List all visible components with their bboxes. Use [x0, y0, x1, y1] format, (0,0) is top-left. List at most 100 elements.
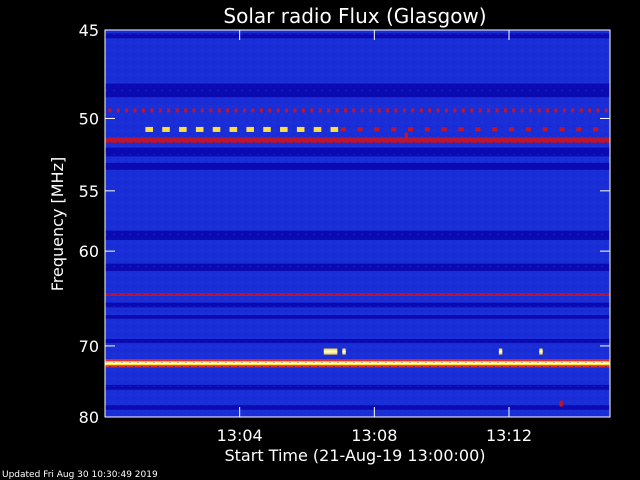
plot-area: [104, 29, 611, 418]
pulse-0-12: [209, 108, 213, 113]
noise-texture: [105, 30, 610, 417]
pulse-0-55: [571, 108, 575, 113]
burst-5: [404, 132, 408, 139]
pulse-0-28: [344, 108, 347, 113]
pulse-1-0: [145, 126, 153, 132]
pulse-0-13: [217, 108, 221, 113]
pulse-0-37: [419, 108, 423, 113]
pulse-0-21: [285, 108, 289, 113]
pulse-1-7: [263, 126, 271, 132]
pulse-0-54: [562, 108, 566, 113]
pulse-0-38: [428, 108, 432, 113]
x-tick-label-8: 13:08: [351, 426, 397, 445]
pulse-0-36: [411, 108, 415, 113]
pulse-0-29: [352, 108, 356, 113]
y-tick-label-60: 60: [79, 242, 99, 261]
pulse-0-16: [243, 108, 246, 113]
pulse-0-1: [116, 108, 120, 113]
pulse-1-6: [246, 126, 254, 132]
pulse-0-46: [495, 108, 499, 113]
y-axis-label: Frequency [MHz]: [48, 157, 67, 291]
pulse-0-51: [537, 108, 541, 113]
pulse-0-0: [108, 108, 112, 113]
burst-4: [559, 400, 563, 407]
pulse-0-23: [301, 108, 305, 113]
pulse-0-42: [461, 108, 465, 113]
pulse-2-11: [525, 127, 531, 132]
pulse-0-33: [386, 108, 390, 113]
pulse-1-3: [195, 126, 204, 132]
pulse-1-5: [229, 126, 238, 132]
pulse-0-10: [192, 108, 196, 113]
pulse-1-8: [280, 126, 288, 132]
pulse-0-27: [335, 108, 339, 113]
pulse-0-17: [251, 108, 255, 113]
pulse-0-7: [167, 108, 171, 113]
pulse-2-2: [374, 127, 380, 132]
pulse-0-5: [150, 108, 154, 113]
pulse-0-43: [470, 108, 474, 113]
pulse-2-4: [408, 127, 414, 132]
y-tick-label-70: 70: [79, 337, 99, 356]
pulse-0-57: [588, 108, 592, 113]
pulse-0-59: [604, 108, 608, 113]
x-tick-label-12: 13:12: [486, 426, 532, 445]
pulse-0-52: [546, 108, 549, 113]
pulse-0-39: [436, 108, 440, 113]
pulse-0-53: [554, 108, 558, 113]
pulse-0-45: [487, 108, 491, 113]
pulse-0-48: [512, 108, 516, 113]
pulse-0-3: [133, 108, 137, 113]
pulse-0-25: [318, 108, 322, 113]
pulse-0-20: [276, 108, 280, 113]
pulse-2-3: [391, 127, 397, 132]
pulse-0-24: [310, 108, 314, 113]
burst-3-core: [539, 350, 543, 353]
pulse-1-1: [162, 126, 170, 132]
burst-1-core: [342, 350, 346, 353]
pulse-2-14: [576, 127, 582, 132]
pulse-0-56: [579, 108, 583, 113]
pulse-1-11: [330, 126, 339, 132]
burst-0-core: [323, 350, 338, 353]
pulse-0-40: [445, 108, 448, 113]
pulse-0-4: [142, 108, 145, 113]
pulse-2-13: [559, 127, 565, 132]
pulse-2-8: [475, 127, 481, 132]
x-tick-label-4: 13:04: [217, 426, 263, 445]
pulse-0-34: [394, 108, 398, 113]
pulse-0-50: [529, 108, 533, 113]
pulse-2-1: [357, 127, 363, 132]
pulse-0-47: [503, 108, 507, 113]
updated-footer: Updated Fri Aug 30 10:30:49 2019: [2, 470, 158, 480]
pulse-0-18: [259, 108, 263, 113]
pulse-0-8: [175, 108, 179, 113]
pulse-2-12: [542, 127, 548, 132]
pulse-0-11: [200, 108, 204, 113]
pulse-2-10: [509, 127, 515, 132]
pulse-0-44: [478, 108, 482, 113]
y-tick-label-45: 45: [79, 21, 99, 40]
pulse-1-10: [313, 126, 322, 132]
pulse-0-19: [268, 108, 272, 113]
pulse-0-9: [184, 108, 188, 113]
pulse-0-26: [327, 108, 331, 113]
pulse-0-41: [453, 108, 457, 113]
pulse-0-58: [596, 108, 600, 113]
pulse-2-0: [340, 127, 346, 132]
x-axis-label: Start Time (21-Aug-19 13:00:00): [225, 446, 486, 465]
pulse-2-6: [441, 127, 447, 132]
pulse-0-14: [226, 108, 230, 113]
plot-frame: [104, 29, 611, 418]
y-tick-label-80: 80: [79, 408, 99, 427]
pulse-1-2: [179, 126, 187, 132]
pulse-2-15: [593, 127, 599, 132]
pulse-0-15: [234, 108, 238, 113]
y-tick-label-55: 55: [79, 182, 99, 201]
pulse-0-49: [520, 108, 524, 113]
burst-2-core: [498, 350, 503, 353]
pulse-0-30: [360, 108, 364, 113]
pulse-2-5: [424, 127, 430, 132]
y-tick-label-50: 50: [79, 109, 99, 128]
